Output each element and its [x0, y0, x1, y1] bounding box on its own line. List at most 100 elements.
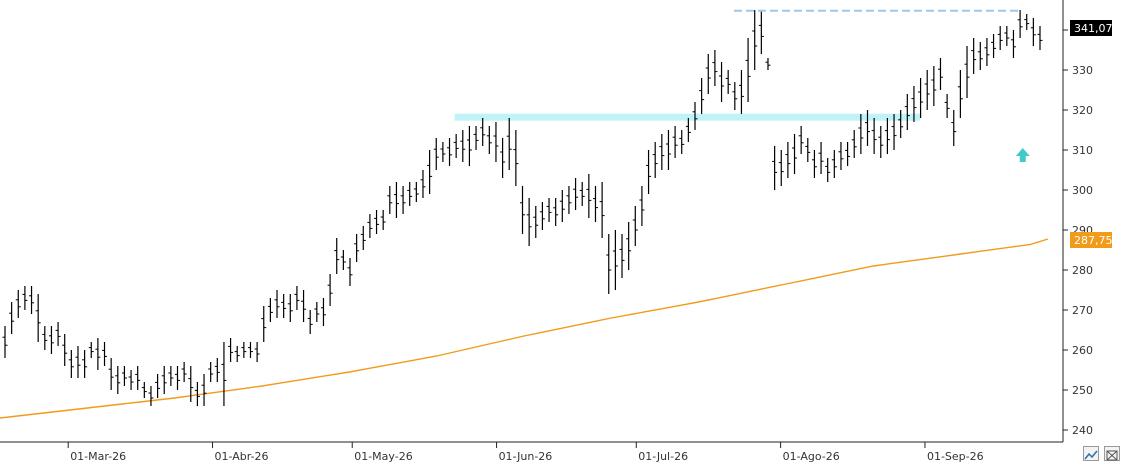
price-bar [719, 62, 725, 102]
ma-price-box [1070, 232, 1112, 248]
last-price-text: 341,07 [1074, 22, 1113, 35]
price-bar [360, 226, 366, 250]
price-bar [301, 290, 307, 322]
last-price-box [1070, 20, 1112, 36]
price-bar [838, 142, 844, 170]
price-bar [453, 134, 459, 158]
price-bar [460, 130, 466, 162]
price-bar [374, 210, 380, 234]
y-axis-ticks: 240250260270280290300310320330340 [1063, 24, 1093, 437]
price-bar [95, 338, 101, 370]
x-tick-label: 01-Jun-26 [499, 450, 553, 463]
price-bar [725, 70, 731, 94]
price-bar [884, 118, 890, 154]
settings-button[interactable] [1104, 446, 1120, 461]
price-bar [612, 230, 618, 290]
price-bar [679, 130, 685, 154]
price-bar [765, 58, 771, 70]
price-bar [944, 94, 950, 118]
price-bar [420, 170, 426, 198]
price-bar [712, 50, 718, 86]
price-bar [632, 206, 638, 246]
price-bar [88, 342, 94, 358]
price-bar [665, 130, 671, 170]
price-bar [785, 142, 791, 178]
price-bar [208, 362, 214, 382]
price-bar [247, 342, 253, 358]
price-bar [334, 238, 340, 274]
price-bar [128, 370, 134, 390]
resistance-band [454, 113, 921, 121]
price-bar [818, 142, 824, 174]
price-bar [354, 234, 360, 262]
price-bar [427, 150, 433, 194]
price-bar [480, 118, 486, 146]
price-bar [506, 118, 512, 170]
price-bar [672, 126, 678, 158]
price-bar [148, 386, 154, 406]
price-bar [168, 366, 174, 386]
price-bar [466, 126, 472, 166]
x-tick-label: 01-Ago-26 [783, 450, 840, 463]
price-bar [22, 286, 28, 310]
price-bar [155, 374, 161, 398]
price-bar [135, 366, 141, 390]
scale-toggle-button[interactable] [1083, 446, 1099, 461]
price-bar [705, 54, 711, 94]
price-bar [845, 142, 851, 166]
price-bar [1004, 26, 1010, 46]
price-bar [327, 274, 333, 306]
price-bar [188, 366, 194, 402]
price-bar [957, 70, 963, 118]
price-bar [964, 46, 970, 98]
price-bar [685, 118, 691, 142]
price-bar [858, 114, 864, 154]
price-bar [659, 134, 665, 170]
price-bar [592, 186, 598, 222]
price-bar [798, 126, 804, 154]
price-bar [891, 114, 897, 150]
y-tick-label: 320 [1072, 104, 1093, 117]
price-bar [752, 10, 758, 70]
price-bar [102, 342, 108, 366]
price-bar [699, 78, 705, 114]
annotations-layer [734, 9, 1030, 162]
price-bar [811, 150, 817, 178]
price-bar [68, 350, 74, 378]
price-bar [48, 326, 54, 354]
x-tick-label: 01-Mar-26 [70, 450, 126, 463]
price-bar [115, 366, 121, 394]
price-bar [1037, 26, 1043, 50]
price-labels: 341,07 287,75 [1070, 20, 1113, 248]
axes [0, 0, 1064, 443]
price-bar [387, 186, 393, 214]
price-bar [778, 150, 784, 186]
price-bar [553, 198, 559, 226]
price-bar [652, 142, 658, 178]
y-tick-label: 330 [1072, 64, 1093, 77]
price-bar [1010, 30, 1016, 58]
price-bar [121, 366, 127, 386]
y-tick-label: 270 [1072, 304, 1093, 317]
price-bar [254, 342, 260, 362]
x-axis-ticks: 01-Mar-26 01-Abr-26 01-May-26 01-Jun-26 01-J… [67, 442, 984, 463]
price-bar [831, 150, 837, 178]
price-bar [865, 110, 870, 146]
price-bar [732, 82, 738, 110]
price-bar [320, 298, 326, 326]
price-bar [234, 346, 240, 362]
price-bar [991, 34, 997, 58]
price-bar [646, 150, 652, 194]
price-bar [937, 58, 943, 90]
price-bar [62, 334, 68, 366]
price-bar [1017, 10, 1023, 38]
price-bar [500, 138, 506, 178]
price-bar [566, 186, 572, 214]
price-bar [228, 338, 234, 362]
price-bar [924, 70, 930, 110]
price-bar [738, 70, 744, 114]
last-price-label: 341,07 [1070, 20, 1113, 36]
y-tick-label: 250 [1072, 384, 1093, 397]
y-tick-label: 300 [1072, 184, 1093, 197]
